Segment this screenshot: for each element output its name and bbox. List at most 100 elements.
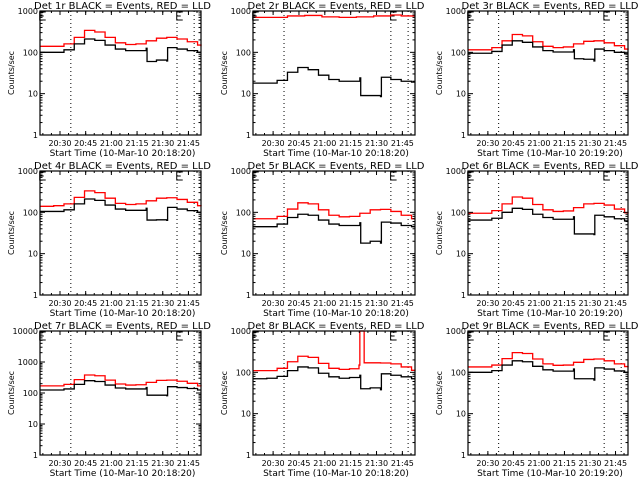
x-tick-label: 20:30: [262, 299, 285, 308]
x-axis-label: Start Time (10-Mar-10 20:18:20): [50, 309, 196, 319]
y-tick-label: 1: [461, 451, 466, 460]
x-tick-label: 21:45: [604, 139, 627, 148]
y-tick-label: 100: [451, 48, 466, 57]
y-tick-label: 100: [236, 368, 251, 377]
x-tick-label: 21:30: [578, 139, 601, 148]
y-tick-label: 1000: [18, 358, 38, 367]
x-tick-label: 20:45: [287, 139, 310, 148]
y-tick-label: 100: [23, 389, 38, 398]
x-tick-label: 21:30: [151, 299, 174, 308]
x-tick-label: 20:30: [48, 299, 71, 308]
e-marker-icon: [390, 171, 397, 181]
y-tick-label: 1000: [18, 7, 38, 16]
plot-frame: [252, 170, 416, 296]
series-events: [40, 198, 201, 221]
y-tick-label: 10000: [13, 327, 38, 336]
plot-frame: [252, 330, 416, 456]
y-axis-label: Counts/sec: [220, 211, 229, 255]
x-tick-label: 21:15: [553, 459, 576, 468]
y-tick-label: 1: [246, 291, 251, 300]
x-tick-label: 21:15: [553, 299, 576, 308]
x-tick-label: 21:45: [177, 459, 200, 468]
y-tick-label: 100: [451, 368, 466, 377]
series-lld: [253, 330, 416, 372]
x-tick-label: 21:00: [527, 299, 550, 308]
plot-panel-7: Det 7r BLACK = Events, RED = LLD 1 10 100 10…: [7, 321, 211, 479]
x-tick-label: 21:00: [100, 299, 123, 308]
x-tick-label: 21:45: [604, 299, 627, 308]
x-tick-label: 21:00: [313, 459, 336, 468]
plot-panel-1: Det 1r BLACK = Events, RED = LLD 1 10 100 10…: [7, 1, 211, 159]
x-tick-label: 20:30: [476, 299, 499, 308]
x-tick-label: 20:45: [502, 459, 525, 468]
plot-frame: [39, 170, 202, 296]
y-tick-label: 1000: [231, 327, 251, 336]
e-marker-icon: [603, 171, 610, 181]
plot-panel-4: Det 4r BLACK = Events, RED = LLD 1 10 100 10…: [7, 161, 211, 319]
x-tick-label: 21:30: [151, 459, 174, 468]
e-marker-icon: [603, 11, 610, 21]
x-tick-label: 21:00: [313, 139, 336, 148]
x-tick-label: 20:30: [48, 139, 71, 148]
series-events: [253, 366, 415, 391]
x-tick-label: 21:45: [177, 139, 200, 148]
x-tick-label: 20:30: [262, 459, 285, 468]
series-lld: [468, 33, 629, 51]
y-axis-label: Counts/sec: [435, 371, 444, 415]
x-axis-label: Start Time (10-Mar-10 20:19:20): [477, 309, 623, 319]
series-lld: [40, 374, 202, 387]
y-tick-label: 1000: [231, 7, 251, 16]
series-lld: [468, 351, 629, 368]
panel-title: Det 5r BLACK = Events, RED = LLD: [248, 161, 425, 172]
x-tick-label: 21:45: [391, 459, 414, 468]
series-lld: [468, 196, 629, 214]
x-tick-label: 21:30: [365, 139, 388, 148]
y-tick-label: 10: [28, 420, 38, 429]
series-lld: [40, 29, 202, 47]
y-tick-label: 10: [456, 90, 466, 99]
x-tick-label: 20:30: [476, 459, 499, 468]
y-tick-label: 100: [23, 48, 38, 57]
y-tick-label: 10: [456, 410, 466, 419]
y-tick-label: 1: [246, 451, 251, 460]
panel-title: Det 2r BLACK = Events, RED = LLD: [248, 1, 425, 12]
x-tick-label: 21:45: [391, 139, 414, 148]
y-tick-label: 10: [241, 250, 251, 259]
y-axis-label: Counts/sec: [435, 211, 444, 255]
plot-frame: [39, 330, 202, 456]
x-tick-label: 21:30: [365, 459, 388, 468]
panel-title: Det 9r BLACK = Events, RED = LLD: [462, 321, 639, 332]
x-tick-label: 21:45: [391, 299, 414, 308]
panel-title: Det 8r BLACK = Events, RED = LLD: [248, 321, 425, 332]
x-tick-label: 21:00: [100, 459, 123, 468]
x-tick-label: 21:00: [527, 139, 550, 148]
x-axis-label: Start Time (10-Mar-10 20:19:20): [477, 469, 623, 479]
series-events: [40, 380, 201, 397]
y-tick-label: 10: [28, 90, 38, 99]
x-tick-label: 20:45: [287, 299, 310, 308]
x-tick-label: 20:30: [262, 139, 285, 148]
series-events: [40, 38, 201, 63]
panel-title: Det 6r BLACK = Events, RED = LLD: [462, 161, 639, 172]
x-tick-label: 21:15: [126, 139, 149, 148]
x-tick-label: 21:30: [578, 459, 601, 468]
x-tick-label: 21:15: [126, 299, 149, 308]
x-tick-label: 20:45: [502, 139, 525, 148]
y-tick-label: 10: [241, 90, 251, 99]
x-tick-label: 20:45: [74, 299, 97, 308]
plot-frame: [252, 10, 416, 136]
x-tick-label: 20:45: [74, 459, 97, 468]
y-tick-label: 100: [451, 208, 466, 217]
x-tick-label: 21:15: [553, 139, 576, 148]
x-tick-label: 21:15: [339, 299, 362, 308]
y-tick-label: 1: [461, 291, 466, 300]
plot-panel-5: Det 5r BLACK = Events, RED = LLD 1 10 100 10…: [220, 161, 425, 319]
x-axis-label: Start Time (10-Mar-10 20:18:20): [50, 149, 196, 159]
plot-panel-6: Det 6r BLACK = Events, RED = LLD 1 10 100 10…: [435, 161, 639, 319]
x-tick-label: 21:30: [578, 299, 601, 308]
x-axis-label: Start Time (10-Mar-10 20:18:20): [263, 149, 409, 159]
e-marker-icon: [603, 331, 610, 341]
series-events: [468, 207, 628, 236]
plot-frame: [39, 10, 202, 136]
y-axis-label: Counts/sec: [220, 51, 229, 95]
